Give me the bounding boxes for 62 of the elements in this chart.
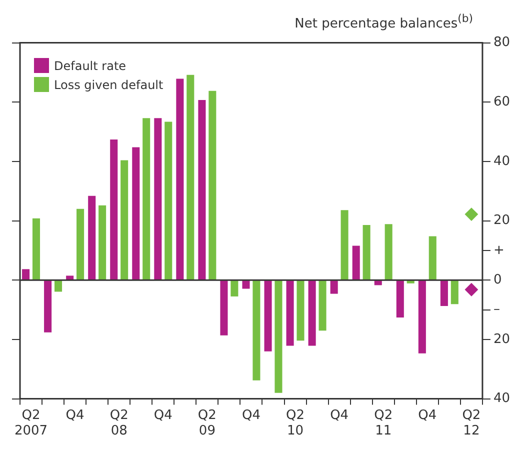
y-tick-label: 80: [493, 35, 510, 50]
bar: [132, 147, 140, 280]
x-tick-label: Q2 10: [286, 408, 305, 439]
x-tick-label: Q2 08: [110, 408, 128, 439]
x-tick-label: Q4: [66, 408, 84, 423]
bar: [330, 280, 338, 294]
y-tick-label: 20: [493, 213, 510, 228]
bar: [44, 280, 52, 332]
bar: [318, 280, 326, 331]
bar: [110, 140, 118, 280]
bar: [164, 122, 172, 280]
x-tick-label: Q2 2007: [14, 408, 48, 439]
bar: [66, 276, 74, 280]
bar: [384, 224, 392, 280]
y-tick-label: +: [493, 242, 504, 258]
x-tick-label: Q4: [154, 408, 172, 423]
y-tick-label: –: [493, 302, 500, 318]
y-tick-label: 20: [493, 332, 510, 347]
bar: [22, 269, 30, 280]
x-tick-label: Q4: [242, 408, 260, 423]
bar: [308, 280, 316, 346]
bar: [396, 280, 404, 318]
bar: [252, 280, 260, 380]
bar: [76, 208, 84, 280]
bar: [418, 280, 426, 354]
bar: [362, 224, 370, 280]
bar: [88, 196, 96, 280]
bar: [154, 118, 162, 280]
bar: [198, 100, 206, 280]
bar: [230, 280, 238, 296]
bar: [32, 218, 40, 280]
bar: [340, 210, 348, 280]
bar: [242, 280, 250, 289]
x-tick-label: Q2 12: [462, 408, 481, 439]
bar: [286, 280, 294, 346]
bar: [186, 74, 194, 280]
bar: [352, 246, 360, 280]
x-tick-label: Q4: [330, 408, 349, 423]
y-tick-label: 60: [493, 94, 510, 110]
bar: [406, 280, 414, 284]
bar: [440, 280, 448, 306]
x-tick-label: Q2 09: [198, 408, 216, 439]
bar: [176, 78, 184, 280]
y-tick-label: 40: [493, 154, 510, 169]
y-tick-label: 0: [493, 272, 502, 288]
legend-label: Default rate: [54, 58, 126, 72]
x-tick-label: Q4: [418, 408, 437, 423]
bar: [450, 280, 458, 304]
bar: [120, 160, 128, 280]
bar: [274, 280, 282, 393]
bar: [142, 118, 150, 280]
bar: [296, 280, 304, 341]
bar: [208, 90, 216, 280]
y-tick-label: 40: [493, 391, 510, 406]
y-axis-title: Net percentage balances$^{(b)}$: [294, 12, 473, 32]
bar: [54, 280, 62, 292]
bar: [98, 205, 106, 280]
bar: [264, 280, 272, 352]
bar: [220, 280, 228, 336]
legend-label: Loss given default: [54, 78, 164, 92]
bar: [428, 236, 436, 280]
x-tick-label: Q2 11: [374, 408, 393, 439]
